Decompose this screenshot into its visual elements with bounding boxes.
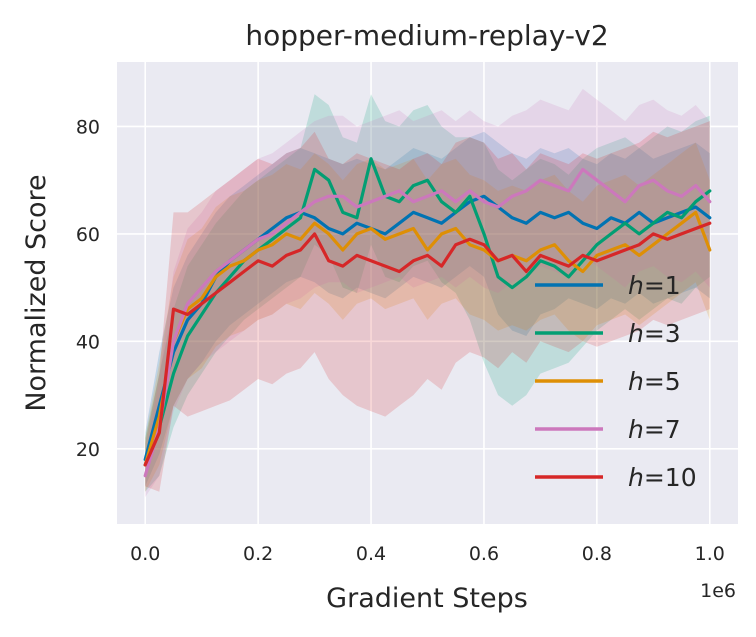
legend-label-italic-part: h — [628, 415, 644, 444]
legend-label-h=1: h=1 — [628, 271, 681, 300]
legend-label-italic-part: h — [628, 367, 644, 396]
y-tick-label: 80 — [76, 116, 100, 138]
x-axis-label: Gradient Steps — [326, 583, 528, 614]
legend-label-italic-part: h — [628, 271, 644, 300]
chart-title: hopper-medium-replay-v2 — [245, 19, 608, 52]
x-tick-label: 0.8 — [582, 543, 612, 565]
line-h=7 — [143, 167, 712, 478]
legend-label-h=5: h=5 — [628, 367, 681, 396]
series-lines — [143, 157, 712, 478]
band-h=1 — [145, 131, 710, 487]
x-tick-label: 0.6 — [469, 543, 499, 565]
legend-label-h=10: h=10 — [628, 463, 697, 492]
plot-background — [117, 62, 738, 524]
x-tick-label: 1.0 — [695, 543, 725, 565]
legend-label-value-part: =7 — [644, 415, 681, 444]
y-axis-label: Normalized Score — [21, 174, 52, 411]
x-tick-label: 0.0 — [130, 543, 160, 565]
x-tick-labels: 0.0 0.2 0.4 0.6 0.8 1.0 — [130, 543, 725, 565]
grid — [117, 62, 738, 524]
band-h=3 — [145, 94, 710, 492]
y-tick-label: 60 — [76, 224, 100, 246]
legend-label-value-part: =1 — [644, 271, 681, 300]
x-tick-label: 0.2 — [243, 543, 273, 565]
line-h=5 — [143, 210, 712, 467]
legend-label-italic-part: h — [628, 463, 644, 492]
legend-label-value-part: =10 — [644, 463, 697, 492]
y-tick-label: 40 — [76, 331, 100, 353]
legend-label-h=3: h=3 — [628, 319, 681, 348]
legend-label-value-part: =3 — [644, 319, 681, 348]
line-h=10 — [143, 221, 712, 467]
x-tick-label: 0.4 — [356, 543, 386, 565]
y-tick-label: 20 — [76, 439, 100, 461]
legend-label-value-part: =5 — [644, 367, 681, 396]
line-h=3 — [143, 157, 712, 467]
legend: h=1h=3h=5h=7h=10 — [535, 271, 697, 492]
y-tick-labels: 20 40 60 80 — [76, 116, 100, 460]
x-axis-offset-label: 1e6 — [700, 580, 736, 602]
legend-label-h=7: h=7 — [628, 415, 681, 444]
legend-label-italic-part: h — [628, 319, 644, 348]
